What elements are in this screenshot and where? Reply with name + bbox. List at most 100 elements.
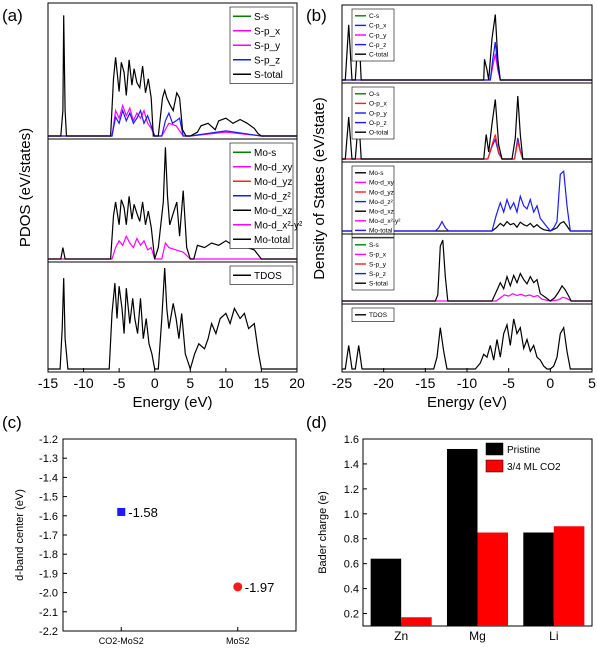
legend-label: Mo-d_xy [369, 180, 395, 187]
legend-label: S-total [254, 70, 283, 81]
dos-curve [342, 137, 592, 160]
legend-label: C-s [369, 13, 380, 20]
legend-label: Mo-d_z² [369, 199, 394, 206]
y-tick-label: -2.1 [39, 607, 58, 619]
plot-frame [47, 2, 298, 373]
legend-label: Pristine [507, 445, 541, 456]
data-label: -1.58 [128, 505, 158, 520]
panel-label-c: (c) [2, 413, 22, 432]
legend-label: TDOS [369, 312, 388, 319]
y-axis-label: PDOS (eV/states) [17, 128, 34, 247]
legend-label: Mo-d_x²-y² [369, 218, 401, 225]
dos-curve [342, 318, 592, 370]
data-label: -1.97 [245, 580, 275, 595]
legend-box [229, 265, 294, 285]
dos-curve [342, 169, 592, 232]
x-tick-label: -15 [415, 375, 435, 391]
dos-curve [48, 147, 297, 260]
y-tick-label: 0.8 [344, 534, 359, 546]
legend-label: O-p_x [369, 101, 387, 108]
bar [370, 558, 402, 626]
x-tick-label: 0 [546, 375, 554, 391]
y-tick-label: -1.2 [39, 434, 58, 446]
y-tick-label: 1.6 [344, 434, 359, 446]
dos-curve [48, 108, 297, 137]
legend-label: Mo-total [369, 228, 393, 235]
legend-label: C-total [369, 52, 389, 59]
legend-label: O-p_z [369, 120, 387, 127]
y-tick-label: 1.2 [344, 484, 359, 496]
legend-label: Mo-d_xz [254, 206, 292, 217]
x-tick-label: 15 [254, 375, 270, 391]
x-tick-label: 5 [588, 375, 596, 391]
y-tick-label: 1.4 [344, 459, 359, 471]
x-tick-label: Li [549, 629, 558, 643]
bar [477, 532, 509, 626]
legend-label: S-total [369, 281, 388, 288]
y-tick-label: -1.3 [39, 453, 58, 465]
dos-curve [342, 220, 592, 232]
panel-label-d: (d) [306, 413, 327, 432]
x-tick-label: 20 [289, 375, 305, 391]
plot-frame [62, 438, 297, 632]
y-tick-label: -1.6 [39, 511, 58, 523]
dos-curve [342, 293, 592, 302]
x-tick-label: Mg [469, 629, 486, 643]
y-tick-label: -2.2 [39, 626, 58, 638]
bar [401, 617, 432, 626]
legend-label: Mo-d_xz [369, 209, 394, 216]
legend-label: S-p_z [369, 271, 386, 278]
x-tick-label: -25 [332, 375, 352, 391]
legend-swatch [485, 442, 504, 456]
x-tick-label: -5 [502, 375, 515, 391]
dos-curve [48, 267, 297, 372]
legend-label: 3/4 ML CO2 [507, 462, 561, 473]
dos-curve [342, 95, 592, 160]
x-tick-label: Zn [394, 629, 408, 643]
data-point-circle [233, 582, 243, 592]
y-axis-label: Density of States (eV/state) [311, 97, 328, 280]
legend-label: O-s [369, 91, 380, 98]
legend-label: C-p_x [369, 23, 387, 30]
y-tick-label: 0.4 [344, 584, 359, 596]
y-axis-label: Bader charge (e) [317, 491, 329, 574]
y-tick-label: -1.5 [39, 492, 58, 504]
y-axis-label: d-band center (eV) [14, 489, 26, 581]
x-tick-label: -10 [73, 375, 93, 391]
legend-swatch [485, 459, 504, 473]
y-tick-label: -1.8 [39, 549, 58, 561]
y-tick-label: -1.4 [39, 472, 58, 484]
x-tick-label: 10 [218, 375, 234, 391]
x-tick-label: -15 [38, 375, 58, 391]
dos-curve [48, 15, 297, 137]
bar [446, 448, 478, 626]
legend-box [351, 307, 395, 322]
legend-label: Mo-total [254, 235, 290, 246]
legend-label: Mo-d_xy [254, 162, 292, 173]
bar [553, 526, 585, 626]
legend-label: S-s [254, 12, 269, 23]
x-tick-label: MoS2 [226, 636, 250, 646]
x-tick-label: -20 [374, 375, 394, 391]
dos-chart-b: C-s C-p_x C-p_y C-p_z C-total O-s O-p_x O-p_y O-… [311, 4, 596, 411]
x-tick-label: -10 [457, 375, 477, 391]
dos-curve [342, 14, 592, 81]
bader-chart-d: 0.2 0.4 0.6 0.8 1.0 1.2 1.4 1.6 Zn Mg Li Pristine 3/… [317, 434, 593, 643]
legend-label: C-p_z [369, 42, 386, 49]
bar [523, 532, 554, 626]
y-tick-label: -1.9 [39, 568, 58, 580]
y-tick-label: 0.6 [344, 559, 359, 571]
legend-label: Mo-d_x²-y² [254, 220, 303, 231]
x-tick-label: -5 [113, 375, 126, 391]
legend-label: S-p_z [254, 55, 280, 66]
legend-label: O-p_y [369, 110, 387, 117]
y-tick-label: 0.2 [344, 609, 359, 621]
x-tick-label: CO2-MoS2 [99, 636, 144, 646]
y-tick-label: -2.0 [39, 588, 58, 600]
panel-label-b: (b) [306, 6, 327, 25]
legend-label: S-p_x [369, 252, 387, 259]
y-tick-label: 1.0 [344, 509, 359, 521]
d-band-chart-c: -1.2 -1.3 -1.4 -1.5 -1.6 -1.7 -1.8 -1.9 -2.0 -2.1… [14, 434, 297, 646]
x-tick-label: 5 [186, 375, 194, 391]
